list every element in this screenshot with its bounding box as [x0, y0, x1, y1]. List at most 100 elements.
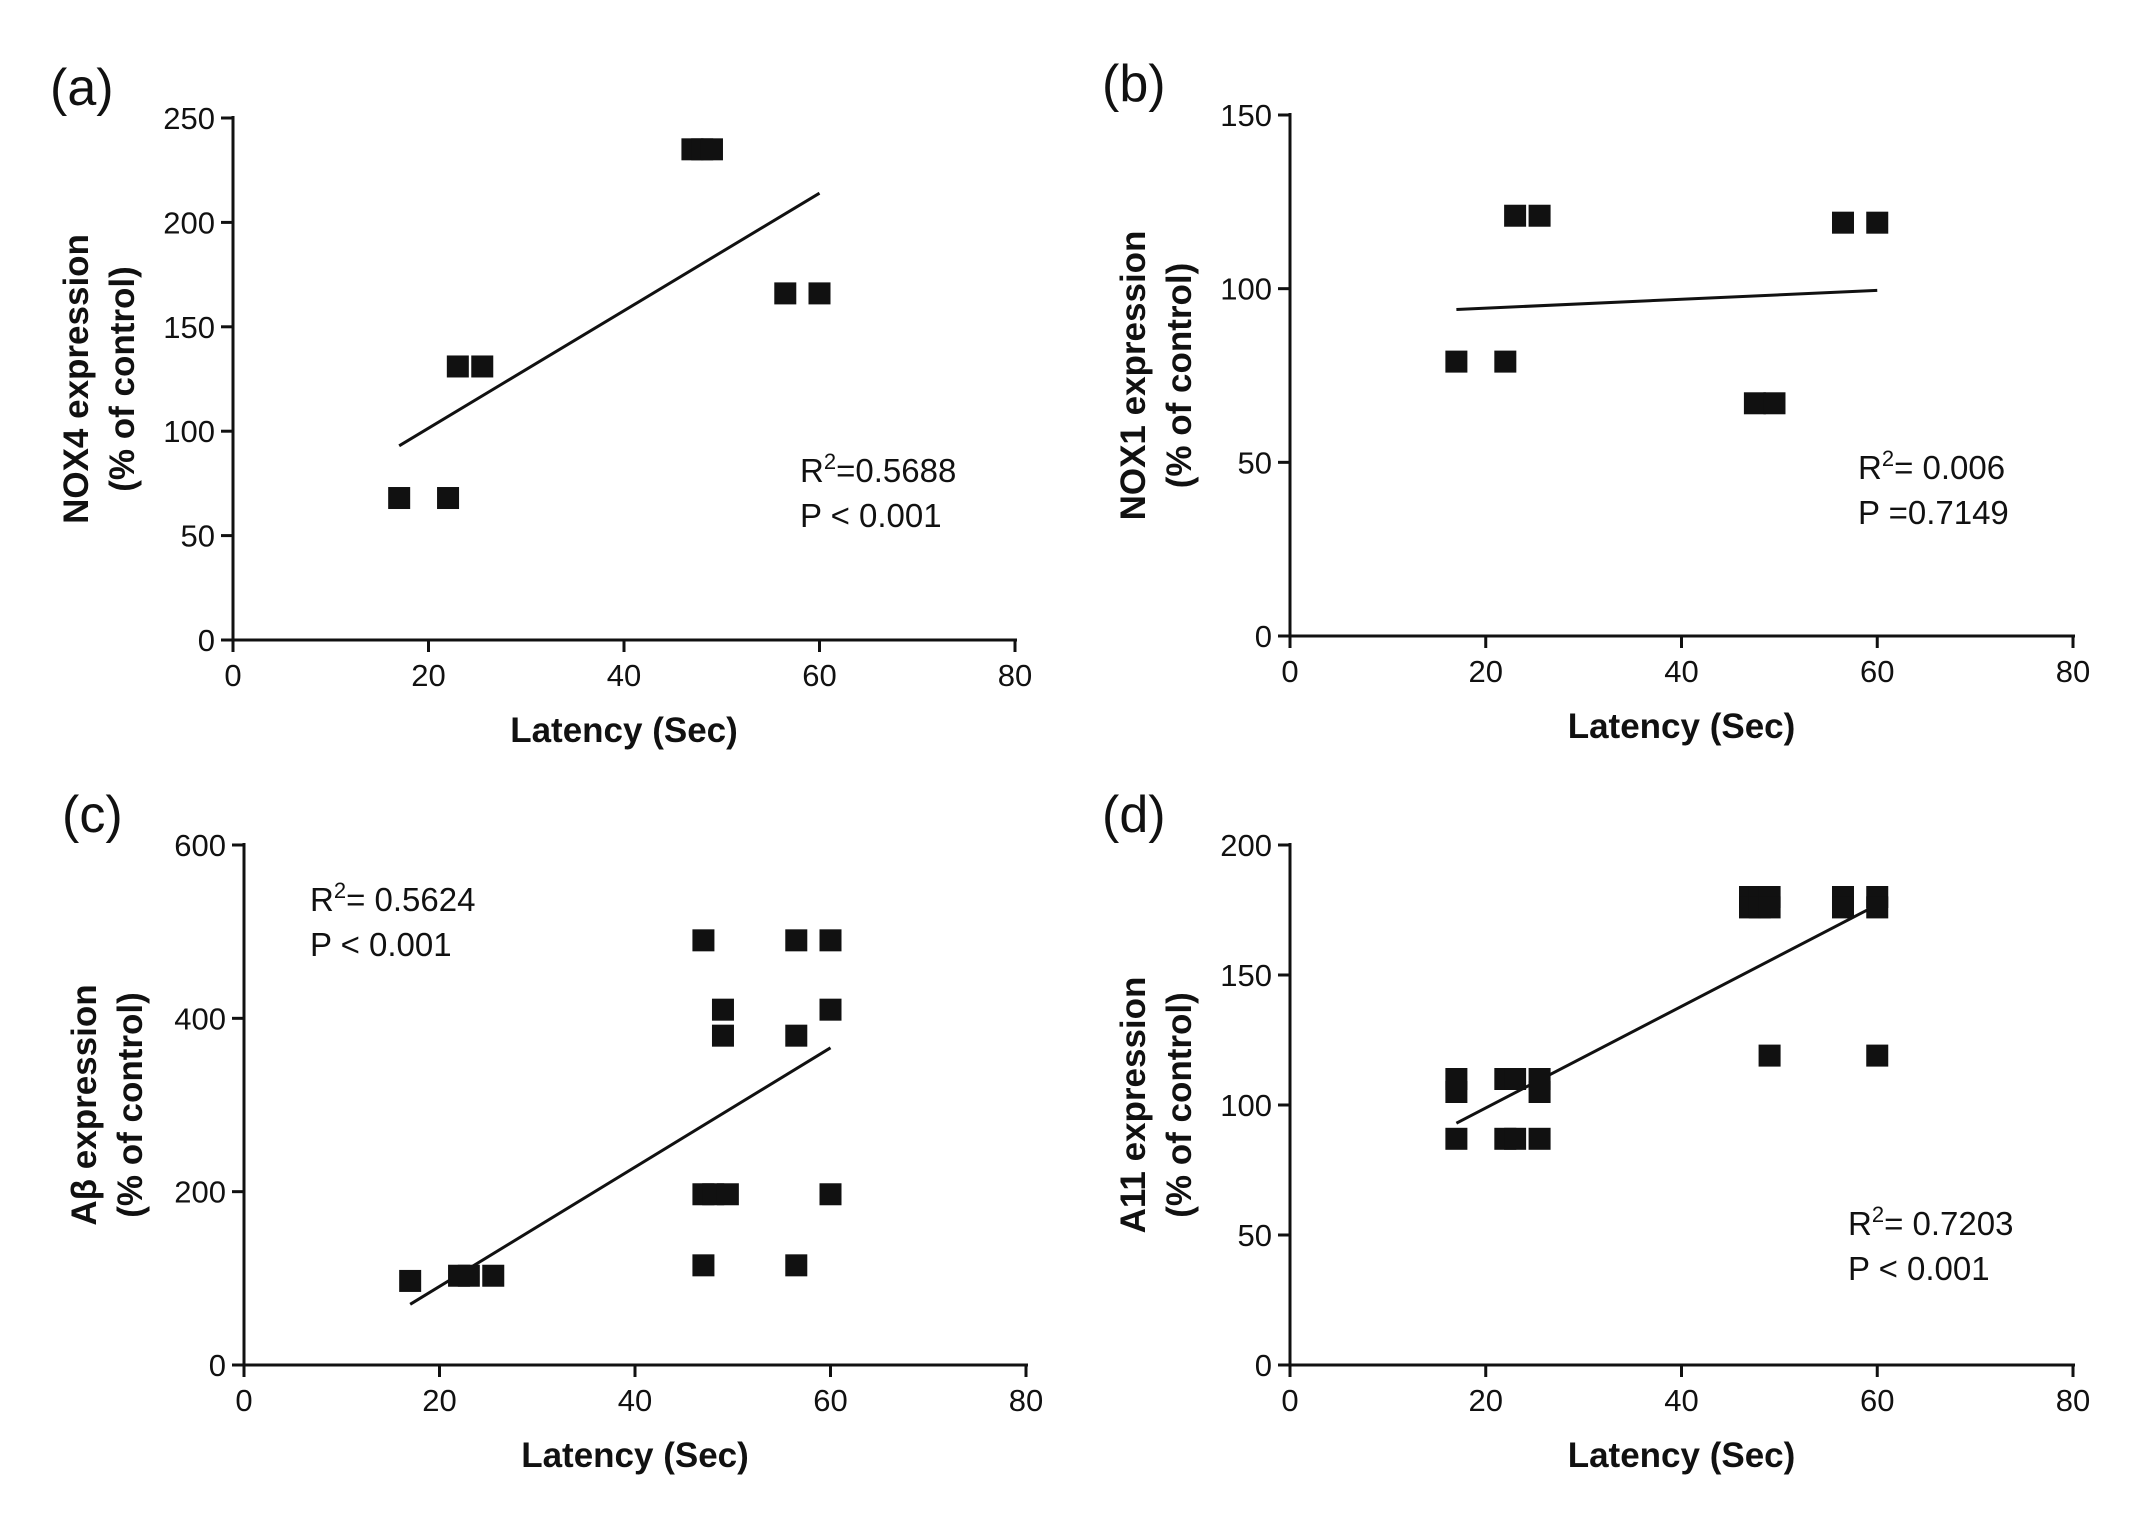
y-tick-label: 50 [1238, 1218, 1272, 1253]
data-point [808, 282, 831, 305]
data-point [1831, 211, 1854, 234]
x-tick-label: 60 [1860, 1383, 1894, 1418]
y-tick-label: 50 [1238, 445, 1272, 480]
x-tick-label: 20 [1469, 1383, 1503, 1418]
x-tick-label: 60 [802, 658, 836, 693]
data-point [692, 1254, 715, 1277]
y-axis-title: Aβ expression [65, 984, 104, 1225]
data-point [785, 929, 808, 952]
p-value-label: P < 0.001 [310, 926, 452, 963]
x-tick-label: 80 [998, 658, 1032, 693]
data-point [437, 487, 460, 510]
y-tick-label: 250 [163, 101, 215, 136]
y-tick-label: 0 [1255, 1348, 1272, 1383]
y-axis-title: A11 expression [1114, 977, 1153, 1234]
x-axis-title: Latency (Sec) [521, 1436, 749, 1475]
data-point [711, 1024, 734, 1047]
data-point [1504, 204, 1527, 227]
x-tick-label: 20 [411, 658, 445, 693]
p-value-label: P < 0.001 [800, 497, 942, 534]
panel-c: (c) 0 20 40 60 80 0 200 400 600 Latency (Sec) Aβ ex… [62, 786, 1043, 1475]
r-squared-label: R2= 0.7203 [1848, 1202, 2013, 1242]
y-axis-subtitle: (% of control) [1160, 992, 1199, 1218]
data-point [1528, 204, 1551, 227]
data-point [1758, 896, 1781, 919]
x-tick-label: 0 [1281, 1383, 1298, 1418]
data-point [1866, 896, 1889, 919]
data-point [1743, 392, 1766, 415]
data-point [1504, 1068, 1527, 1090]
data-point [1758, 1044, 1781, 1067]
x-tick-label: 40 [618, 1383, 652, 1418]
x-tick-label: 20 [1469, 654, 1503, 689]
panel-label: (a) [50, 59, 114, 117]
y-tick-label: 0 [1255, 619, 1272, 654]
y-tick-label: 0 [198, 623, 215, 658]
panel-label: (c) [62, 786, 123, 844]
data-point [785, 1024, 808, 1047]
data-point [1866, 1044, 1889, 1067]
r-squared-label: R2= 0.006 [1858, 446, 2005, 486]
data-point [1445, 1127, 1468, 1150]
x-tick-label: 0 [1281, 654, 1298, 689]
x-axis-title: Latency (Sec) [1568, 1436, 1796, 1475]
p-value-label: P =0.7149 [1858, 494, 2009, 531]
x-tick-label: 80 [2056, 1383, 2090, 1418]
y-tick-label: 100 [1220, 1088, 1272, 1123]
data-point [692, 929, 715, 952]
x-tick-label: 0 [235, 1383, 252, 1418]
panel-b: (b) 0 20 40 60 80 0 50 100 150 Latency (Sec) NOX1 e… [1102, 55, 2090, 746]
data-point [819, 998, 842, 1021]
data-point [700, 138, 723, 161]
regression-line [1456, 288, 1878, 312]
x-tick-label: 20 [422, 1383, 456, 1418]
p-value-label: P < 0.001 [1848, 1250, 1990, 1287]
panel-d: (d) 0 20 40 60 80 0 50 100 150 200 Latency (Sec) A11… [1102, 786, 2090, 1475]
data-point [819, 1183, 842, 1206]
y-axis-subtitle: (% of control) [1160, 263, 1199, 489]
data-point [388, 487, 411, 510]
y-tick-label: 0 [209, 1348, 226, 1383]
data-point [774, 282, 797, 305]
data-point [1866, 211, 1889, 234]
r-squared-label: R2= 0.5624 [310, 878, 475, 918]
y-tick-label: 150 [163, 310, 215, 345]
x-axis-title: Latency (Sec) [510, 711, 738, 750]
y-tick-label: 200 [1220, 828, 1272, 863]
panel-label: (d) [1102, 786, 1166, 844]
data-point [1504, 1127, 1527, 1150]
y-axis-title: NOX4 expression [57, 234, 96, 524]
x-tick-label: 40 [607, 658, 641, 693]
y-axis-subtitle: (% of control) [111, 992, 150, 1218]
data-point [1763, 392, 1786, 415]
y-tick-label: 150 [1220, 958, 1272, 993]
data-point [711, 998, 734, 1021]
y-tick-label: 400 [174, 1001, 226, 1036]
x-tick-label: 0 [224, 658, 241, 693]
data-point [482, 1264, 505, 1287]
x-tick-label: 80 [1009, 1383, 1043, 1418]
x-tick-label: 80 [2056, 654, 2090, 689]
data-point [446, 355, 469, 378]
data-point [716, 1183, 739, 1206]
y-axis-subtitle: (% of control) [103, 266, 142, 492]
x-tick-label: 60 [1860, 654, 1894, 689]
data-point [1494, 350, 1517, 373]
panel-a: (a) 0 20 40 60 80 0 50 100 150 200 250 Latency (Sec)… [50, 59, 1032, 750]
panel-label: (b) [1102, 55, 1166, 113]
regression-line [398, 191, 821, 448]
data-point [457, 1264, 480, 1287]
y-axis-title: NOX1 expression [1114, 231, 1153, 521]
regression-line [409, 1046, 832, 1306]
data-point [1445, 1081, 1468, 1103]
y-tick-label: 100 [1220, 272, 1272, 307]
y-tick-label: 50 [181, 519, 215, 554]
y-tick-label: 100 [163, 414, 215, 449]
x-axis-title: Latency (Sec) [1568, 707, 1796, 746]
data-point [819, 929, 842, 952]
data-point [1528, 1127, 1551, 1150]
x-tick-label: 40 [1664, 1383, 1698, 1418]
y-tick-label: 150 [1220, 98, 1272, 133]
data-point [785, 1254, 808, 1277]
